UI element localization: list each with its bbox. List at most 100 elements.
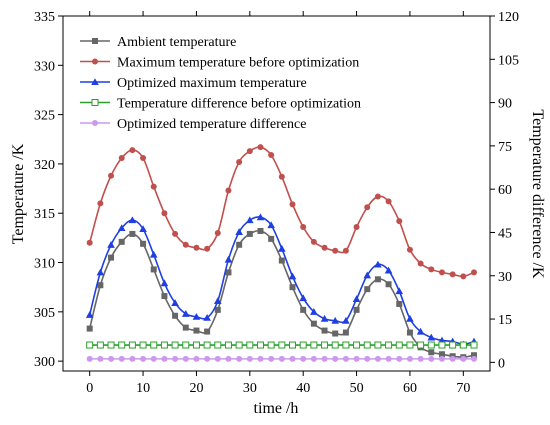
data-point: [108, 254, 115, 261]
data-point: [310, 341, 318, 349]
data-point: [342, 247, 349, 254]
y-tick-label: 310: [34, 257, 55, 272]
data-point: [161, 355, 168, 362]
data-point: [438, 355, 445, 362]
legend-item: Ambient temperature: [80, 35, 236, 50]
data-point: [428, 349, 435, 356]
legend-item: Optimized temperature difference: [80, 117, 306, 132]
data-point: [406, 355, 413, 362]
data-point: [225, 187, 232, 194]
data-point: [460, 273, 467, 280]
data-point: [140, 355, 147, 362]
data-point: [182, 324, 189, 331]
data-point: [172, 230, 179, 237]
x-tick-label: 0: [86, 381, 93, 396]
legend-label: Maximum temperature before optimization: [117, 56, 359, 71]
data-point: [417, 355, 424, 362]
y-right-tick-label: 30: [498, 270, 512, 285]
data-point: [161, 293, 168, 300]
data-point: [288, 272, 297, 280]
data-point: [257, 144, 264, 151]
data-point: [332, 247, 339, 254]
data-point: [224, 341, 232, 349]
data-point: [214, 306, 221, 313]
data-point: [459, 341, 467, 349]
data-point: [182, 241, 189, 248]
data-point: [97, 200, 104, 207]
data-point: [192, 341, 200, 349]
data-point: [310, 238, 317, 245]
data-point: [182, 355, 189, 362]
data-point: [278, 355, 285, 362]
data-point: [268, 235, 275, 242]
data-point: [214, 341, 222, 349]
x-tick-label: 10: [136, 381, 150, 396]
data-point: [396, 300, 403, 307]
y-right-tick-label: 15: [498, 313, 512, 328]
data-point: [406, 246, 413, 253]
series-line: [88, 146, 475, 278]
series-4: [86, 341, 478, 349]
data-point: [342, 355, 349, 362]
data-point: [363, 271, 372, 279]
data-point: [149, 250, 158, 258]
legend-label: Ambient temperature: [117, 35, 236, 50]
data-point: [385, 198, 392, 205]
data-point: [182, 341, 190, 349]
data-point: [470, 355, 477, 362]
data-point: [320, 314, 329, 322]
data-point: [342, 316, 350, 324]
legend-item: Temperature difference before optimizati…: [80, 97, 361, 112]
data-point: [108, 172, 115, 179]
data-point: [470, 269, 477, 276]
data-point: [278, 257, 285, 264]
data-point: [118, 238, 125, 245]
data-point: [225, 269, 232, 276]
data-point: [128, 216, 137, 224]
data-point: [310, 320, 317, 327]
data-point: [289, 355, 296, 362]
data-point: [374, 355, 381, 362]
series-line: [88, 216, 475, 346]
data-point: [235, 341, 243, 349]
data-point: [86, 341, 94, 349]
data-point: [107, 240, 115, 248]
data-point: [427, 341, 435, 349]
data-point: [171, 299, 179, 306]
legend-marker: [92, 120, 98, 126]
legend-marker: [92, 58, 98, 65]
x-tick-label: 20: [189, 381, 203, 396]
data-point: [235, 228, 243, 235]
y-tick-label: 320: [34, 158, 55, 173]
y-tick-label: 315: [34, 207, 55, 222]
data-point: [278, 173, 285, 180]
data-point: [321, 327, 328, 334]
legend: Ambient temperature Maximum temperature b…: [80, 35, 361, 132]
data-point: [204, 245, 211, 252]
data-point: [416, 327, 425, 335]
data-point: [97, 282, 104, 289]
legend-label: Temperature difference before optimizati…: [117, 97, 361, 112]
data-point: [342, 341, 350, 349]
data-point: [236, 158, 243, 165]
data-point: [96, 341, 104, 349]
data-point: [213, 297, 222, 305]
data-point: [364, 204, 371, 211]
data-point: [150, 183, 157, 190]
data-point: [193, 244, 200, 251]
data-point: [438, 351, 445, 358]
data-point: [428, 355, 435, 362]
data-point: [428, 266, 435, 273]
data-point: [129, 230, 136, 237]
data-point: [203, 313, 211, 321]
data-point: [470, 352, 477, 359]
data-point: [224, 255, 233, 263]
data-point: [108, 355, 115, 362]
data-point: [353, 306, 360, 313]
data-point: [300, 224, 307, 231]
data-point: [140, 155, 147, 161]
data-point: [300, 306, 307, 313]
y-tick-label: 305: [34, 306, 55, 321]
legend-label: Optimized maximum temperature: [117, 76, 307, 91]
data-point: [118, 155, 125, 161]
